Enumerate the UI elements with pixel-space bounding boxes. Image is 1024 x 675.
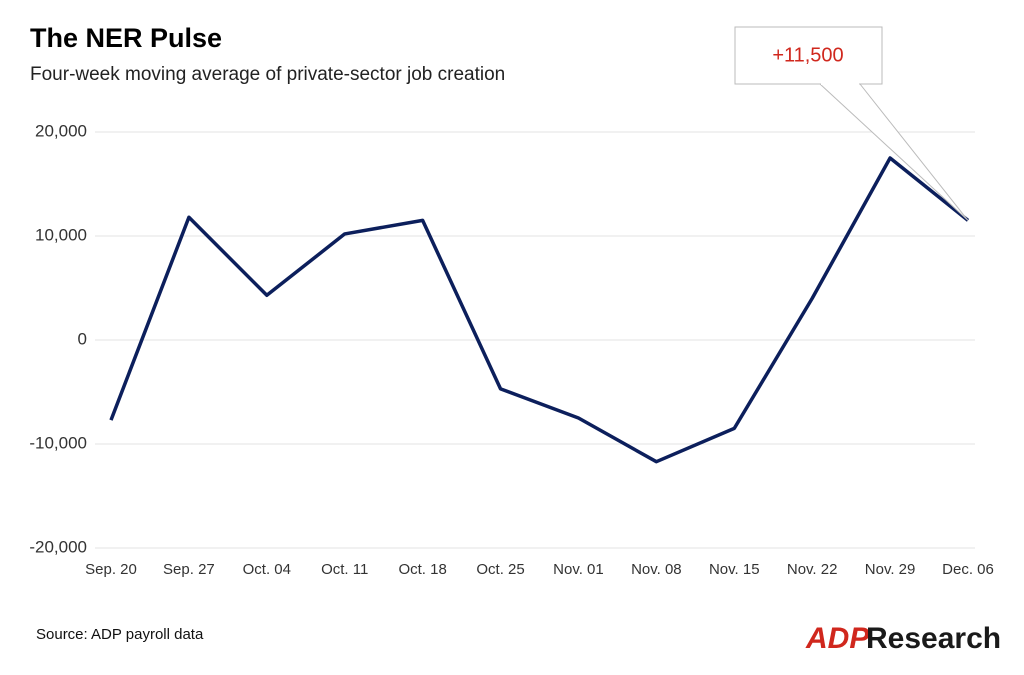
logo-brand: ADP bbox=[805, 622, 870, 655]
source-note: Source: ADP payroll data bbox=[36, 626, 204, 643]
chart-title: The NER Pulse bbox=[30, 23, 222, 53]
annotation: +11,500 bbox=[772, 44, 843, 66]
x-tick-label: Nov. 29 bbox=[865, 561, 916, 578]
x-tick-label: Oct. 04 bbox=[243, 561, 291, 578]
x-tick-label: Sep. 20 bbox=[85, 561, 137, 578]
y-tick-label: 10,000 bbox=[35, 225, 87, 244]
y-tick-label: 20,000 bbox=[35, 121, 87, 140]
logo-name: Research bbox=[866, 622, 1001, 655]
x-tick-label: Nov. 15 bbox=[709, 561, 760, 578]
plot-area: -20,000 -10,000 0 10,000 20,000 Sep. 20 Sep. 2… bbox=[29, 26, 994, 578]
x-tick-label: Nov. 01 bbox=[553, 561, 604, 578]
y-tick-label: -10,000 bbox=[29, 433, 87, 452]
chart-subtitle: Four-week moving average of private-sect… bbox=[30, 64, 505, 85]
callout-pointer bbox=[819, 83, 969, 221]
x-tick-label: Oct. 11 bbox=[321, 561, 368, 578]
x-tick-label: Oct. 25 bbox=[476, 561, 524, 578]
x-tick-label: Sep. 27 bbox=[163, 561, 215, 578]
y-tick-label: -20,000 bbox=[29, 537, 87, 556]
x-tick-label: Nov. 08 bbox=[631, 561, 682, 578]
x-tick-label: Dec. 06 bbox=[942, 561, 994, 578]
data-line bbox=[109, 156, 970, 464]
x-tick-label: Nov. 22 bbox=[787, 561, 838, 578]
x-tick-label: Oct. 18 bbox=[398, 561, 446, 578]
y-tick-label: 0 bbox=[78, 329, 87, 348]
callout-box bbox=[734, 26, 883, 85]
